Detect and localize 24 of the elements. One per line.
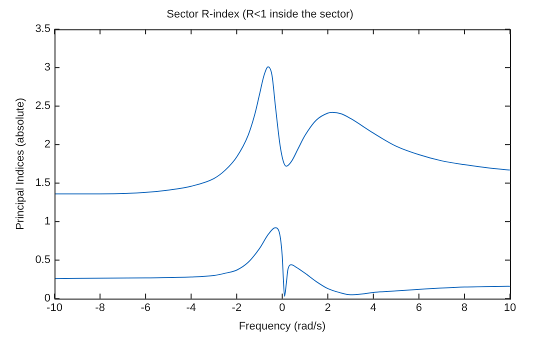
x-tick-label: -4: [186, 302, 196, 314]
y-tick-label: 3.5: [35, 23, 50, 36]
y-tick-label: 2.5: [35, 100, 50, 112]
line-series: [54, 66, 510, 194]
x-tick-label: 0: [279, 302, 286, 314]
y-axis-title: Principal Indices (absolute): [14, 98, 27, 230]
x-tick-label: 4: [370, 302, 376, 314]
x-axis-title: Frequency (rad/s): [238, 320, 326, 332]
y-tick-label: 0.5: [35, 254, 50, 266]
y-tick-label: 0: [44, 292, 50, 305]
x-tick-label: 2: [324, 302, 331, 314]
x-tick-label: -2: [232, 302, 242, 314]
x-tick-label: -8: [95, 302, 105, 314]
y-tick-label: 2: [44, 138, 50, 151]
x-tick-label: -10: [46, 302, 62, 314]
x-tick-label: -6: [140, 302, 150, 314]
x-tick-label: 10: [504, 302, 516, 314]
y-tick-label: 1: [44, 216, 50, 228]
chart-title: Sector R-index (R<1 inside the sector): [166, 8, 354, 21]
x-tick-label: 6: [416, 302, 422, 314]
x-tick-label: 8: [461, 302, 468, 314]
y-tick-label: 3: [44, 62, 50, 74]
y-tick-label: 1.5: [35, 177, 50, 190]
line-series: [54, 227, 510, 297]
